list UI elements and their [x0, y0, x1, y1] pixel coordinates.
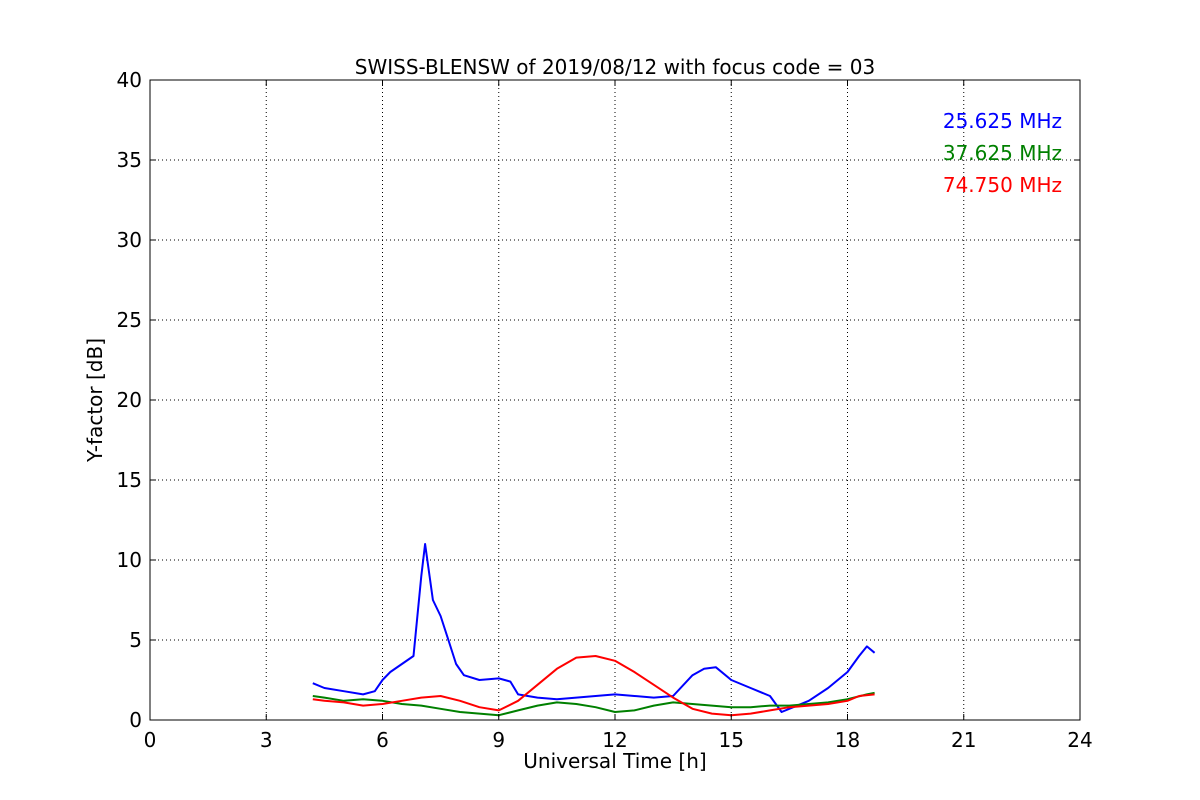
y-axis-label: Y-factor [dB]: [83, 338, 107, 463]
x-tick-label: 21: [951, 728, 976, 752]
series-line-2: [312, 691, 875, 717]
x-tick-label: 3: [260, 728, 273, 752]
legend-entry-1: 25.625 MHz: [943, 109, 1062, 133]
y-tick-label: 25: [117, 308, 142, 332]
grid: [150, 80, 1080, 720]
x-axis-label: Universal Time [h]: [523, 749, 706, 773]
x-tick-label: 6: [376, 728, 389, 752]
y-tick-label: 20: [117, 388, 142, 412]
legend-entry-3: 74.750 MHz: [943, 173, 1062, 197]
series-line-1: [312, 543, 876, 713]
legend: 25.625 MHz 37.625 MHz 74.750 MHz: [943, 109, 1062, 197]
series-lines: [312, 543, 876, 717]
x-tick-label: 9: [492, 728, 505, 752]
y-tick-label: 30: [117, 228, 142, 252]
chart-title: SWISS-BLENSW of 2019/08/12 with focus co…: [355, 55, 876, 79]
legend-entry-2: 37.625 MHz: [943, 141, 1062, 165]
x-tick-label: 12: [602, 728, 627, 752]
x-tick-label: 0: [144, 728, 157, 752]
y-tick-label: 10: [117, 548, 142, 572]
y-tick-label: 15: [117, 468, 142, 492]
x-tick-label: 18: [835, 728, 860, 752]
series-line-3: [312, 655, 875, 717]
x-tick-label: 24: [1067, 728, 1092, 752]
y-tick-label: 40: [117, 68, 142, 92]
x-tick-label: 15: [719, 728, 744, 752]
y-tick-label: 5: [129, 628, 142, 652]
y-tick-label: 0: [129, 708, 142, 732]
y-tick-label: 35: [117, 148, 142, 172]
axis-ticks: 0 3 6 9 12 15 18 21 24 0 5 10 15 20 25 30 35 40: [117, 68, 1093, 752]
